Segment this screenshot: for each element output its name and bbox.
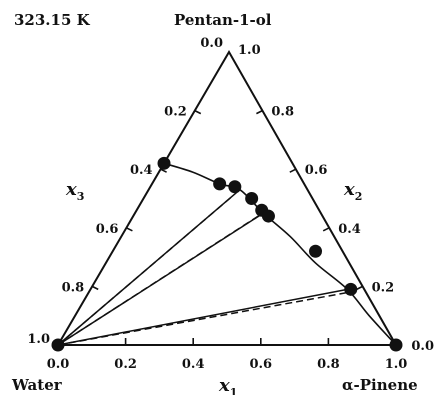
tie-line-experimental-1 bbox=[57, 189, 241, 346]
points-layer bbox=[51, 156, 403, 352]
tick-label-x2-3: 0.6 bbox=[305, 163, 328, 178]
data-point-1 bbox=[157, 156, 171, 170]
tick-label-x1-3: 0.6 bbox=[249, 357, 272, 372]
data-point-water-vertex bbox=[51, 338, 65, 352]
tick-label-x1-4: 0.8 bbox=[317, 357, 340, 372]
tie-line-experimental-3 bbox=[57, 288, 348, 346]
data-point-3 bbox=[228, 180, 242, 194]
tick-label-x2-4: 0.8 bbox=[271, 105, 294, 120]
tick-x3-2 bbox=[126, 227, 133, 232]
tick-x2-4 bbox=[256, 109, 263, 115]
tick-label-x3-4: 0.2 bbox=[164, 105, 187, 120]
data-point-8 bbox=[344, 282, 358, 296]
tick-label-x2-1: 0.2 bbox=[372, 280, 395, 295]
tick-label-x3-3: 0.4 bbox=[130, 163, 153, 178]
binodal-curve bbox=[163, 162, 397, 346]
vertex-label-left: Water bbox=[11, 376, 63, 394]
tick-x3-1 bbox=[91, 285, 99, 291]
triangle-frame bbox=[56, 49, 398, 346]
tick-label-x1-1: 0.2 bbox=[114, 357, 137, 372]
tick-label-x1-0: 0.0 bbox=[47, 357, 70, 372]
tick-label-x3-5: 0.0 bbox=[200, 36, 223, 51]
data-point-6 bbox=[261, 209, 275, 223]
data-point-2 bbox=[213, 177, 227, 191]
axis-x3-subscript: 3 bbox=[77, 190, 85, 203]
axis-x1-symbol: x bbox=[218, 375, 230, 395]
tick-label-x1-5: 1.0 bbox=[385, 357, 408, 372]
vertex-label-top: Pentan-1-ol bbox=[174, 11, 272, 29]
axis-label-x3: x3 bbox=[65, 179, 84, 203]
data-point-9 bbox=[389, 338, 403, 352]
tick-x2-3 bbox=[289, 168, 297, 173]
curves-layer bbox=[57, 162, 397, 346]
tick-label-x3-1: 0.8 bbox=[62, 280, 85, 295]
axis-x2-symbol: x bbox=[343, 179, 355, 200]
axis-x2-subscript: 2 bbox=[355, 190, 363, 203]
triangle-outline bbox=[56, 49, 398, 346]
tick-label-x1-2: 0.4 bbox=[182, 357, 205, 372]
tick-label-x3-0: 1.0 bbox=[27, 332, 50, 347]
axis-label-x2: x2 bbox=[343, 179, 362, 203]
tick-label-x2-0: 0.0 bbox=[411, 339, 434, 354]
ticks-layer: 0.0 0.2 0.4 0.6 0.8 1.00.00.20.40.60.81.01.00… bbox=[27, 36, 434, 372]
axis-label-x1: x1 bbox=[218, 375, 237, 395]
tick-x3-3 bbox=[160, 168, 167, 173]
axis-x1-subscript: 1 bbox=[230, 386, 238, 395]
vertex-label-right: α-Pinene bbox=[342, 376, 418, 394]
tick-label-x2-5: 1.0 bbox=[238, 43, 261, 58]
tick-x2-1 bbox=[356, 285, 363, 291]
tick-x3-4 bbox=[194, 109, 202, 115]
axis-x3-symbol: x bbox=[65, 179, 77, 200]
tie-line-experimental-2 bbox=[57, 212, 264, 346]
data-point-4 bbox=[245, 192, 259, 205]
tick-label-x2-2: 0.4 bbox=[338, 222, 361, 237]
tick-x2-2 bbox=[322, 227, 330, 232]
chart-title: 323.15 K bbox=[14, 11, 91, 29]
data-point-7 bbox=[309, 244, 323, 258]
tick-label-x3-2: 0.6 bbox=[96, 222, 119, 237]
